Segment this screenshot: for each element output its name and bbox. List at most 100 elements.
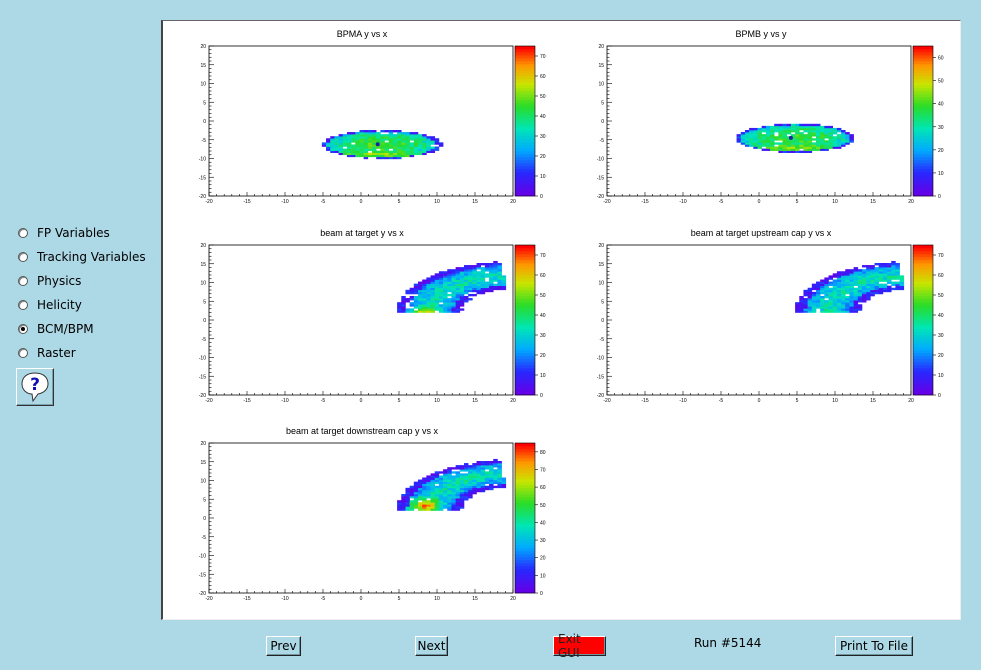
histogram-cell: [447, 477, 452, 480]
histogram-cell: [463, 463, 469, 466]
histogram-cell: [799, 127, 804, 131]
histogram-cell: [857, 283, 863, 286]
histogram-cell: [342, 142, 348, 145]
histogram-cell: [891, 277, 896, 280]
histogram-cell: [463, 300, 469, 303]
radio-indicator[interactable]: [18, 300, 28, 310]
histogram-cell: [807, 134, 813, 137]
histogram-cell: [422, 281, 427, 284]
z-tick-label: 40: [938, 102, 944, 108]
histogram-cell: [816, 134, 821, 137]
histogram-cell: [887, 273, 892, 276]
histogram-cell: [476, 285, 481, 289]
histogram-cell: [430, 504, 436, 507]
histogram-cell: [422, 508, 427, 511]
histogram-cell: [853, 283, 859, 286]
histogram-cell: [786, 136, 792, 139]
radio-indicator-selected[interactable]: [18, 324, 28, 334]
radio-helicity[interactable]: Helicity: [18, 297, 82, 313]
histogram-cell: [338, 152, 344, 156]
histogram-cell: [749, 134, 754, 137]
color-scale-band: [515, 290, 535, 294]
radio-bcm-bpm[interactable]: BCM/BPM: [18, 321, 94, 337]
radio-fp-variables[interactable]: FP Variables: [18, 225, 110, 241]
histogram-cell: [443, 500, 448, 503]
color-scale-band: [913, 109, 933, 113]
histogram-cell: [426, 138, 431, 141]
histogram-cell: [397, 132, 402, 135]
histogram-cell: [438, 142, 444, 145]
histogram-cell: [480, 469, 486, 472]
prev-button[interactable]: Prev: [266, 636, 301, 656]
radio-physics[interactable]: Physics: [18, 273, 81, 289]
histogram-cell: [891, 283, 896, 286]
radio-tracking-variables[interactable]: Tracking Variables: [18, 249, 146, 265]
help-button[interactable]: ?: [16, 368, 54, 406]
color-scale-band: [913, 281, 933, 285]
histogram-cell: [832, 308, 838, 311]
histogram-cell: [397, 310, 402, 313]
histogram-cell: [501, 275, 507, 278]
histogram-cell: [418, 304, 423, 307]
histogram-cell: [426, 483, 431, 487]
histogram-cell: [476, 471, 481, 474]
histogram-cell: [484, 287, 490, 291]
histogram-cell: [422, 302, 427, 305]
color-scale-band: [515, 494, 535, 498]
y-tick-label: 0: [601, 119, 604, 125]
histogram-cell: [459, 475, 465, 478]
histogram-cell: [857, 281, 863, 284]
histogram-cell: [807, 304, 813, 307]
histogram-cell: [866, 271, 871, 274]
histogram-cell: [326, 146, 331, 149]
histogram-cell: [853, 281, 859, 284]
histogram-cell: [841, 140, 846, 143]
exit-gui-button[interactable]: Exit GUI: [553, 632, 606, 660]
z-tick-label: 10: [938, 373, 944, 379]
histogram-cell: [824, 293, 829, 297]
color-scale-band: [515, 560, 535, 564]
histogram-cell: [384, 136, 390, 139]
histogram-cell: [841, 279, 846, 282]
histogram-cell: [430, 479, 436, 482]
histogram-cell: [845, 308, 850, 311]
histogram-cell: [891, 267, 896, 270]
histogram-cell: [405, 138, 410, 141]
print-to-file-button[interactable]: Print To File: [835, 636, 913, 656]
histogram-cell: [422, 310, 427, 313]
color-scale-band: [515, 389, 535, 393]
histogram-cell: [778, 130, 783, 133]
histogram-cell: [468, 494, 473, 497]
histogram-cell: [497, 267, 502, 270]
histogram-cell: [824, 287, 829, 291]
histogram-cell: [870, 291, 875, 295]
y-tick-label: 5: [203, 299, 206, 305]
histogram-cell: [430, 293, 436, 297]
radio-indicator[interactable]: [18, 228, 28, 238]
histogram-cell: [438, 475, 444, 478]
x-tick-label: -20: [603, 398, 610, 404]
histogram-cell: [447, 283, 452, 286]
histogram-cell: [430, 494, 436, 497]
radio-raster[interactable]: Raster: [18, 345, 76, 361]
color-scale-band: [515, 317, 535, 321]
histogram-cell: [334, 136, 339, 139]
histogram-cell: [849, 300, 854, 303]
radio-indicator[interactable]: [18, 348, 28, 358]
histogram-cell: [841, 304, 846, 307]
radio-indicator[interactable]: [18, 252, 28, 262]
histogram-cell: [489, 471, 494, 474]
histogram-cell: [836, 283, 842, 286]
histogram-cell: [447, 498, 452, 501]
histogram-cell: [832, 146, 838, 149]
histogram-cell: [489, 265, 494, 268]
histogram-cell: [824, 302, 829, 305]
histogram-2d: -20 -15 -10 -5 0 5 10 15 2020151050-5-10-15-2060…: [597, 44, 944, 205]
histogram-cell: [443, 479, 448, 482]
histogram-cell: [455, 302, 461, 305]
z-tick-label: 30: [540, 538, 546, 544]
histogram-cell: [803, 302, 808, 305]
next-button[interactable]: Next: [415, 636, 448, 656]
radio-indicator[interactable]: [18, 276, 28, 286]
y-tick-label: -10: [199, 356, 206, 362]
